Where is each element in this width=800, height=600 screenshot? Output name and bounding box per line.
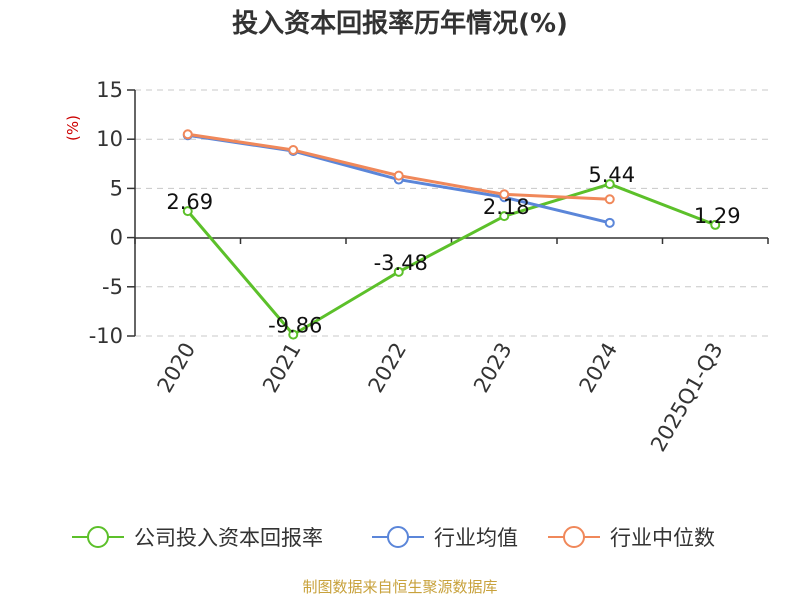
grid-lines bbox=[135, 89, 768, 337]
data-point bbox=[604, 217, 615, 228]
data-point bbox=[288, 145, 299, 156]
y-tick-label: -5 bbox=[102, 275, 123, 299]
data-point bbox=[182, 129, 193, 140]
data-label: 2.18 bbox=[483, 195, 530, 219]
data-point bbox=[604, 179, 615, 190]
y-tick-label: -10 bbox=[89, 324, 123, 348]
legend-item-label: 行业中位数 bbox=[610, 526, 715, 550]
y-tick-label: 5 bbox=[110, 176, 123, 200]
x-tick-label: 2025Q1-Q3 bbox=[646, 339, 728, 456]
data-label: 5.44 bbox=[588, 163, 635, 187]
data-point bbox=[499, 211, 510, 222]
data-point bbox=[393, 170, 404, 181]
x-tick-label: 2024 bbox=[575, 339, 623, 397]
legend-swatch-marker bbox=[87, 526, 109, 548]
data-point bbox=[182, 206, 193, 217]
y-axis-label: (%) bbox=[64, 115, 82, 141]
data-point bbox=[710, 219, 721, 230]
legend-item-label: 公司投入资本回报率 bbox=[134, 526, 323, 550]
legend-swatch-marker bbox=[563, 526, 585, 548]
data-labels: 2.69 -9.86 -3.48 2.18 5.44 1.29 bbox=[166, 163, 740, 338]
data-label: -9.86 bbox=[268, 314, 322, 338]
x-tick-label: 2023 bbox=[469, 339, 517, 397]
chart-title: 投入资本回报率历年情况(%) bbox=[232, 8, 568, 39]
series-line bbox=[186, 182, 716, 337]
x-tick-label: 2022 bbox=[364, 339, 412, 397]
y-tick-label: 0 bbox=[110, 226, 123, 250]
y-tick-label: 10 bbox=[96, 127, 123, 151]
data-point bbox=[499, 189, 510, 200]
x-tick-label: 2021 bbox=[258, 339, 306, 397]
data-label: 2.69 bbox=[166, 190, 213, 214]
series-line bbox=[187, 132, 610, 201]
series-lines bbox=[182, 129, 721, 340]
data-label: 1.29 bbox=[694, 204, 741, 228]
y-tick-label: 15 bbox=[96, 78, 123, 102]
data-point bbox=[288, 329, 299, 340]
legend: 公司投入资本回报率 行业均值 行业中位数 bbox=[72, 526, 715, 550]
x-tick-label: 2020 bbox=[153, 339, 201, 397]
legend-item-label: 行业均值 bbox=[434, 526, 518, 550]
legend-swatch-marker bbox=[387, 526, 409, 548]
data-point bbox=[393, 266, 404, 277]
data-point bbox=[604, 194, 615, 205]
data-label: -3.48 bbox=[374, 251, 428, 275]
source-note: 制图数据来自恒生聚源数据库 bbox=[302, 578, 497, 596]
